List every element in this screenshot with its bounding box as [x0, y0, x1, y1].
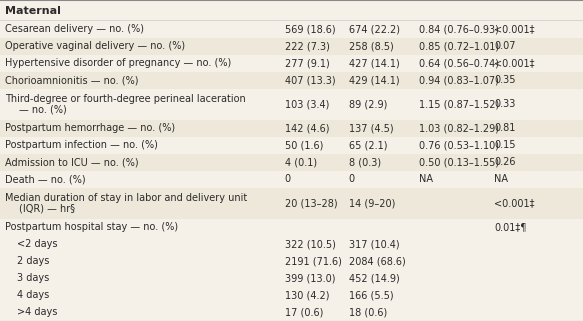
Text: <2 days: <2 days	[17, 239, 58, 249]
Text: 50 (1.6): 50 (1.6)	[285, 140, 323, 150]
Text: 4 (0.1): 4 (0.1)	[285, 157, 317, 167]
Text: — no. (%): — no. (%)	[19, 105, 67, 115]
Text: Admission to ICU — no. (%): Admission to ICU — no. (%)	[5, 157, 138, 167]
Text: 1.03 (0.82–1.29): 1.03 (0.82–1.29)	[419, 123, 498, 133]
Text: 65 (2.1): 65 (2.1)	[349, 140, 387, 150]
Text: 674 (22.2): 674 (22.2)	[349, 24, 399, 34]
Text: Hypertensive disorder of pregnancy — no. (%): Hypertensive disorder of pregnancy — no.…	[5, 58, 231, 68]
Bar	[0, 236, 583, 253]
Text: Chorioamnionitis — no. (%): Chorioamnionitis — no. (%)	[5, 75, 138, 85]
Text: <0.001‡: <0.001‡	[494, 58, 535, 68]
Text: 322 (10.5): 322 (10.5)	[285, 239, 335, 249]
Bar	[0, 119, 583, 137]
Text: Median duration of stay in labor and delivery unit: Median duration of stay in labor and del…	[5, 193, 247, 203]
Text: 130 (4.2): 130 (4.2)	[285, 291, 329, 300]
Bar	[0, 137, 583, 154]
Bar	[0, 89, 583, 119]
Text: 4 days: 4 days	[17, 291, 50, 300]
Text: 317 (10.4): 317 (10.4)	[349, 239, 399, 249]
Text: Cesarean delivery — no. (%): Cesarean delivery — no. (%)	[5, 24, 143, 34]
Text: 8 (0.3): 8 (0.3)	[349, 157, 381, 167]
Text: 1.15 (0.87–1.52): 1.15 (0.87–1.52)	[419, 99, 499, 109]
Text: 2084 (68.6): 2084 (68.6)	[349, 256, 405, 266]
Text: 0.01‡¶: 0.01‡¶	[494, 222, 527, 232]
Text: Postpartum hospital stay — no. (%): Postpartum hospital stay — no. (%)	[5, 222, 178, 232]
Text: 0.84 (0.76–0.93): 0.84 (0.76–0.93)	[419, 24, 498, 34]
Text: Postpartum infection — no. (%): Postpartum infection — no. (%)	[5, 140, 157, 150]
Text: 0: 0	[349, 174, 355, 184]
Text: <0.001‡: <0.001‡	[494, 24, 535, 34]
Bar	[0, 72, 583, 89]
Text: NA: NA	[419, 174, 433, 184]
Text: Maternal: Maternal	[5, 6, 61, 16]
Text: 0.07: 0.07	[494, 41, 516, 51]
Text: 20 (13–28): 20 (13–28)	[285, 198, 337, 208]
Text: 407 (13.3): 407 (13.3)	[285, 75, 335, 85]
Text: 137 (4.5): 137 (4.5)	[349, 123, 394, 133]
Text: 0.64 (0.56–0.74): 0.64 (0.56–0.74)	[419, 58, 498, 68]
Bar	[0, 219, 583, 236]
Bar	[0, 287, 583, 304]
Text: 0.50 (0.13–1.55): 0.50 (0.13–1.55)	[419, 157, 498, 167]
Bar	[0, 171, 583, 188]
Text: 429 (14.1): 429 (14.1)	[349, 75, 399, 85]
Text: 3 days: 3 days	[17, 273, 50, 283]
Text: 0.76 (0.53–1.10): 0.76 (0.53–1.10)	[419, 140, 498, 150]
Text: 89 (2.9): 89 (2.9)	[349, 99, 387, 109]
Bar	[0, 55, 583, 72]
Text: 103 (3.4): 103 (3.4)	[285, 99, 329, 109]
Text: 18 (0.6): 18 (0.6)	[349, 308, 387, 317]
Bar	[0, 38, 583, 55]
Text: Death — no. (%): Death — no. (%)	[5, 174, 85, 184]
Bar	[0, 0, 583, 21]
Text: 0.33: 0.33	[494, 99, 516, 109]
Text: 2 days: 2 days	[17, 256, 50, 266]
Text: 0.26: 0.26	[494, 157, 516, 167]
Bar	[0, 188, 583, 219]
Bar	[0, 21, 583, 38]
Text: 142 (4.6): 142 (4.6)	[285, 123, 329, 133]
Text: Third-degree or fourth-degree perineal laceration: Third-degree or fourth-degree perineal l…	[5, 94, 245, 104]
Bar	[0, 154, 583, 171]
Text: 399 (13.0): 399 (13.0)	[285, 273, 335, 283]
Text: 0.81: 0.81	[494, 123, 516, 133]
Text: 0.35: 0.35	[494, 75, 516, 85]
Text: 0.85 (0.72–1.01): 0.85 (0.72–1.01)	[419, 41, 498, 51]
Text: Operative vaginal delivery — no. (%): Operative vaginal delivery — no. (%)	[5, 41, 185, 51]
Text: 569 (18.6): 569 (18.6)	[285, 24, 335, 34]
Text: 427 (14.1): 427 (14.1)	[349, 58, 399, 68]
Text: >4 days: >4 days	[17, 308, 58, 317]
Bar	[0, 253, 583, 270]
Text: <0.001‡: <0.001‡	[494, 198, 535, 208]
Bar	[0, 270, 583, 287]
Text: 452 (14.9): 452 (14.9)	[349, 273, 399, 283]
Text: 0.94 (0.83–1.07): 0.94 (0.83–1.07)	[419, 75, 498, 85]
Text: 277 (9.1): 277 (9.1)	[285, 58, 329, 68]
Text: 17 (0.6): 17 (0.6)	[285, 308, 323, 317]
Text: 2191 (71.6): 2191 (71.6)	[285, 256, 342, 266]
Text: (IQR) — hr§: (IQR) — hr§	[19, 204, 75, 214]
Bar	[0, 304, 583, 321]
Text: 222 (7.3): 222 (7.3)	[285, 41, 329, 51]
Text: 0.15: 0.15	[494, 140, 516, 150]
Text: 0: 0	[285, 174, 291, 184]
Text: 166 (5.5): 166 (5.5)	[349, 291, 394, 300]
Text: 14 (9–20): 14 (9–20)	[349, 198, 395, 208]
Text: Postpartum hemorrhage — no. (%): Postpartum hemorrhage — no. (%)	[5, 123, 175, 133]
Text: 258 (8.5): 258 (8.5)	[349, 41, 394, 51]
Text: NA: NA	[494, 174, 508, 184]
